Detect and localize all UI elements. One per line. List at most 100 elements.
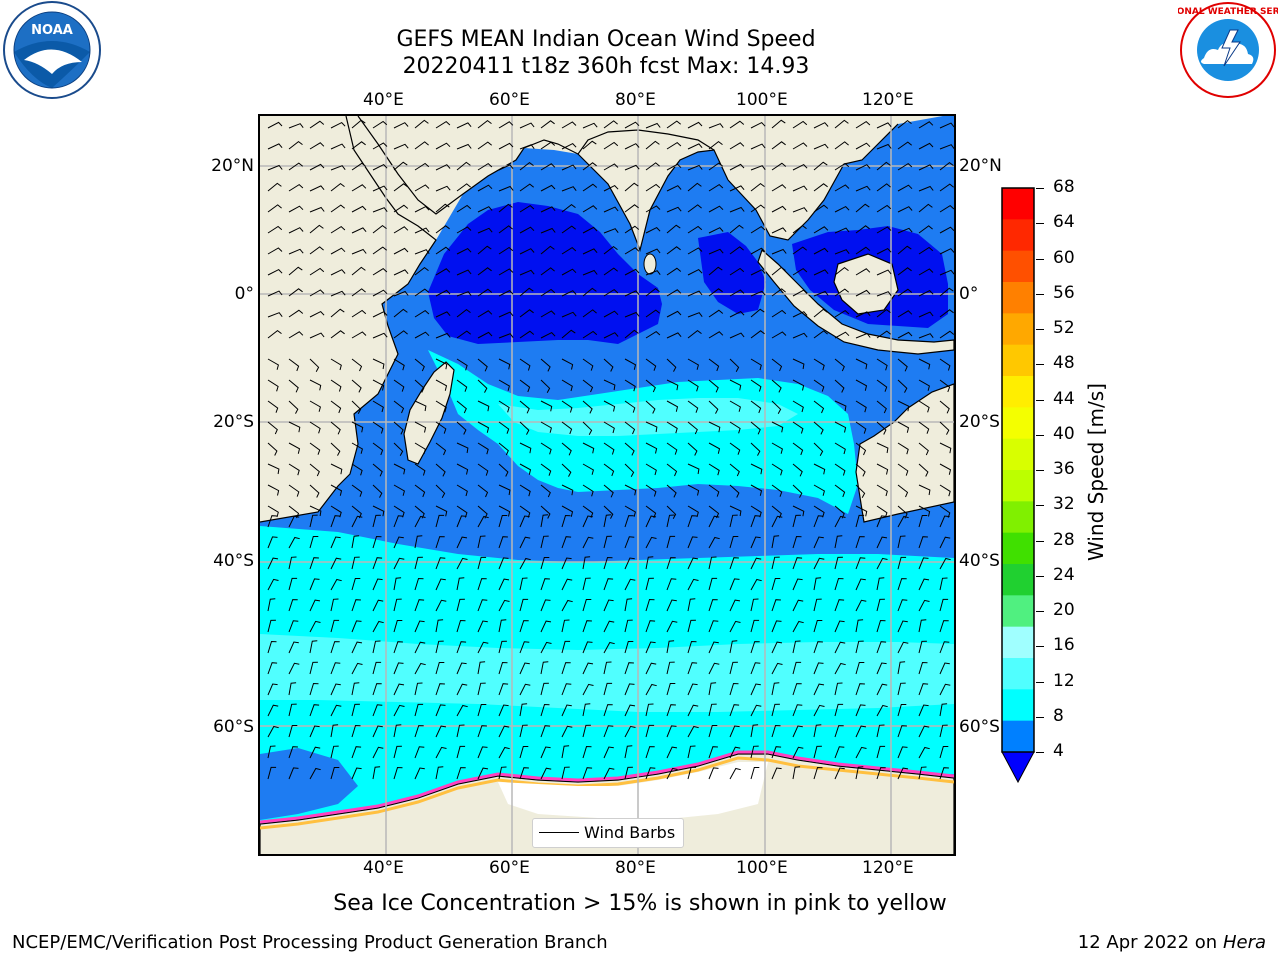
wind-barb: [351, 463, 363, 476]
wind-barb: [876, 484, 888, 497]
wind-barb: [498, 557, 509, 570]
wind-barb: [645, 556, 654, 570]
wind-barb: [687, 225, 703, 234]
colorbar-tick-mark: [1036, 258, 1044, 260]
colorbar: [1000, 186, 1036, 786]
wind-barb: [939, 620, 949, 633]
colorbar-tick-mark: [1036, 611, 1044, 612]
wind-barb: [561, 121, 577, 129]
wind-barb: [918, 536, 928, 549]
wind-barb: [582, 248, 598, 255]
wind-barb: [624, 421, 636, 435]
wind-barb: [876, 536, 888, 549]
wind-barb: [561, 311, 577, 318]
wind-barb: [813, 766, 823, 780]
india-coast: [577, 129, 729, 252]
wind-barb: [834, 703, 844, 717]
wind-barb: [792, 207, 808, 213]
wind-barb: [771, 331, 787, 339]
wind-barb: [918, 746, 930, 759]
colorbar-tick-label: 48: [1053, 353, 1075, 374]
wind-barb: [897, 119, 912, 129]
wind-barb: [267, 766, 277, 780]
colorbar-segment: [1002, 250, 1034, 283]
wind-barb: [288, 421, 301, 433]
wind-barb: [708, 205, 724, 213]
wind-barb: [897, 267, 912, 276]
wind-barb: [519, 144, 535, 150]
wind-barb: [792, 400, 804, 413]
wind-barb: [414, 620, 425, 633]
wind-barb: [414, 141, 429, 150]
wind-barb: [918, 599, 930, 612]
wind-barb: [456, 183, 471, 192]
wind-barb: [351, 662, 363, 675]
wind-barb: [456, 358, 468, 371]
wind-barb: [918, 333, 934, 339]
wind-barb: [309, 267, 325, 276]
wind-barb: [792, 725, 803, 738]
wind-barb: [372, 400, 384, 413]
wind-barb: [624, 641, 634, 654]
wind-barb: [540, 484, 551, 498]
wind-barb: [771, 578, 781, 591]
wind-barb: [309, 682, 319, 696]
wind-barb: [897, 535, 906, 549]
wind-barb: [540, 120, 555, 129]
wind-barb: [582, 683, 594, 696]
wind-barb: [603, 358, 614, 372]
wind-barb: [876, 291, 892, 297]
wind-barb: [414, 641, 426, 654]
wind-barb: [330, 165, 346, 171]
wind-barb: [834, 309, 850, 318]
wind-barb: [876, 767, 886, 780]
wind-barb: [918, 683, 929, 696]
wind-barb: [477, 267, 492, 276]
colorbar-segment: [1002, 689, 1034, 722]
wind-barb: [813, 557, 825, 570]
wind-barb: [561, 358, 574, 370]
wind-barb: [372, 557, 383, 570]
wind-barb: [771, 620, 782, 633]
wind-barb: [897, 400, 910, 412]
wind-barb: [729, 310, 745, 318]
wind-barb: [351, 119, 366, 129]
wind-barb: [813, 662, 824, 675]
wind-barb: [939, 662, 950, 675]
wind-barb: [939, 144, 954, 150]
wind-barb: [288, 484, 300, 497]
colorbar-tick-mark: [1036, 752, 1044, 753]
wind-barb: [330, 683, 341, 696]
wind-barb: [876, 598, 885, 612]
wind-barb: [918, 311, 934, 318]
lon-label-bottom-60e: 60°E: [489, 858, 530, 878]
wind-barb: [435, 332, 451, 339]
wind-barb: [309, 332, 325, 339]
wind-barb: [456, 724, 465, 738]
wind-barb: [624, 766, 633, 780]
wind-barb: [372, 578, 383, 591]
wind-barb: [372, 766, 381, 780]
wind-barb: [624, 515, 634, 528]
wind-barb: [414, 442, 426, 455]
wind-barb: [477, 184, 493, 192]
colorbar-segment: [1002, 720, 1034, 753]
wind-barb: [540, 310, 556, 318]
wind-barb: [624, 745, 633, 759]
wind-barb: [561, 268, 577, 276]
wind-barb: [939, 226, 954, 234]
wind-barb: [498, 766, 507, 780]
wind-barb: [330, 515, 341, 528]
wind-barb: [918, 268, 934, 276]
wind-barb: [498, 536, 508, 549]
wind-barb: [897, 578, 907, 591]
colorbar-frame: [1001, 187, 1035, 753]
wind-barb: [267, 268, 283, 276]
wind-barb: [435, 619, 444, 633]
wind-barb: [288, 358, 300, 372]
wind-barb: [498, 683, 509, 696]
wind-barb: [372, 661, 382, 675]
lat-label-left-0: 0°: [234, 284, 254, 304]
wind-barb: [414, 746, 425, 759]
wind-barb: [897, 206, 913, 213]
